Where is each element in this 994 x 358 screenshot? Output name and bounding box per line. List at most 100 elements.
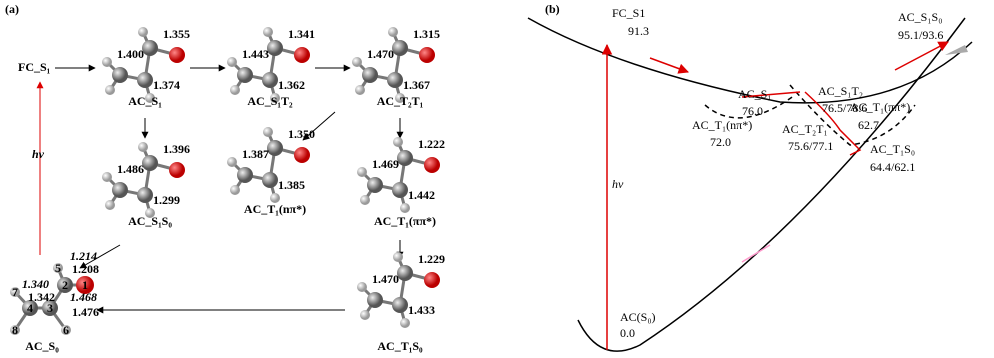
atom <box>367 292 383 308</box>
bond-length: 1.350 <box>288 127 315 141</box>
bond-length: 1.315 <box>413 27 440 41</box>
atom <box>237 67 253 83</box>
molecule-name: AC_S₀ <box>25 339 59 353</box>
molecule-name: AC_T₁S₀ <box>377 339 423 353</box>
atom-number: 6 <box>63 323 69 337</box>
state-energy: 95.1/93.6 <box>898 28 943 42</box>
atom <box>105 200 115 210</box>
atom <box>424 272 440 288</box>
state-name: AC_T₁(ππ*) <box>850 100 910 114</box>
state-energy: 72.0 <box>710 135 731 149</box>
bond-length: 1.400 <box>117 47 144 61</box>
molecule: 1.350 1.387 1.385 <box>227 127 315 203</box>
molecule-name: AC_T₁(ππ*) <box>374 214 436 228</box>
bond-length: 1.469 <box>372 157 399 171</box>
excitation-label: hν <box>612 177 624 191</box>
atom <box>230 185 240 195</box>
atom <box>138 142 148 152</box>
atom <box>169 47 185 63</box>
bond-length: 1.433 <box>408 303 435 317</box>
bond-length: 1.355 <box>163 27 190 41</box>
bond-length: 1.342 <box>28 290 55 304</box>
bond-length: 1.387 <box>242 147 269 161</box>
state-name: FC_S1 <box>612 6 645 20</box>
bond-length: 1.208 <box>72 262 99 276</box>
atom <box>267 140 283 156</box>
molecule-name: AC_T₂T₁ <box>377 94 424 108</box>
bond-length: 1.396 <box>163 142 190 156</box>
atom <box>388 27 398 37</box>
state-energy: 0.0 <box>620 326 635 340</box>
state-name: AC_S₁ <box>738 87 772 101</box>
atom <box>262 172 278 188</box>
molecule: 1.396 1.486 1.299 <box>102 142 190 218</box>
bond-length: 1.340 <box>22 277 49 291</box>
bond-length: 1.470 <box>367 47 394 61</box>
atom <box>357 282 367 292</box>
atom <box>112 182 128 198</box>
bond-length: 1.468 <box>70 290 97 304</box>
atom <box>393 137 403 147</box>
state-energy: 76.0 <box>742 104 763 118</box>
state-energy: 75.6/77.1 <box>788 139 833 153</box>
figure: 1.3551.4001.374AC_S₁1.3411.4431.362AC_S₁… <box>0 0 994 358</box>
atom <box>360 195 370 205</box>
bond-length: 1.442 <box>408 188 435 202</box>
atom <box>360 310 370 320</box>
atom <box>392 182 408 198</box>
atom <box>142 40 158 56</box>
atom <box>112 67 128 83</box>
state-name: AC_S₁T₂ <box>818 84 863 98</box>
atom <box>105 85 115 95</box>
state-energy: 62.7 <box>858 118 879 132</box>
atom <box>400 203 410 213</box>
panel-label: (b) <box>545 2 560 16</box>
state-name: AC(S₀) <box>620 310 656 324</box>
atom <box>392 40 408 56</box>
bond-length: 1.362 <box>278 78 305 92</box>
atom <box>397 265 413 281</box>
bond-length: 1.229 <box>418 252 445 266</box>
atom <box>387 72 403 88</box>
molecule-name: AC_S₁T₂ <box>247 94 293 108</box>
molecule: 1.222 1.469 1.442 <box>357 137 445 213</box>
atom <box>137 72 153 88</box>
atom <box>263 127 273 137</box>
atom <box>267 40 283 56</box>
curves <box>528 18 972 351</box>
atom <box>424 157 440 173</box>
atom <box>392 297 408 313</box>
atom <box>294 147 310 163</box>
molecule-name: AC_S₁ <box>128 94 162 108</box>
bond-length: 1.222 <box>418 137 445 151</box>
atom <box>294 47 310 63</box>
bond-length: 1.476 <box>72 305 99 319</box>
atom <box>262 72 278 88</box>
atom <box>263 27 273 37</box>
state-name: AC_S₁S₀ <box>898 10 942 24</box>
bond-length: 1.385 <box>278 178 305 192</box>
bond-length: 1.341 <box>288 27 315 41</box>
bond-length: 1.486 <box>117 162 144 176</box>
atom-number: 5 <box>55 261 61 275</box>
atom <box>169 162 185 178</box>
atom <box>102 57 112 67</box>
bond-length: 1.299 <box>153 193 180 207</box>
state-name: AC_T₁(nπ*) <box>692 118 752 132</box>
atom-number: 7 <box>12 285 18 299</box>
start-label: FC_S₁ <box>18 60 51 74</box>
atom <box>352 57 362 67</box>
state-name: AC_T₁S₀ <box>870 142 915 156</box>
atom-number: 8 <box>12 323 18 337</box>
atom <box>355 85 365 95</box>
atom <box>400 318 410 328</box>
atom <box>138 27 148 37</box>
molecule-name: AC_T₁(nπ*) <box>244 202 306 216</box>
atom <box>227 57 237 67</box>
atom <box>362 67 378 83</box>
atom <box>102 172 112 182</box>
atom <box>393 252 403 262</box>
atom <box>237 167 253 183</box>
bond-length: 1.374 <box>153 78 180 92</box>
